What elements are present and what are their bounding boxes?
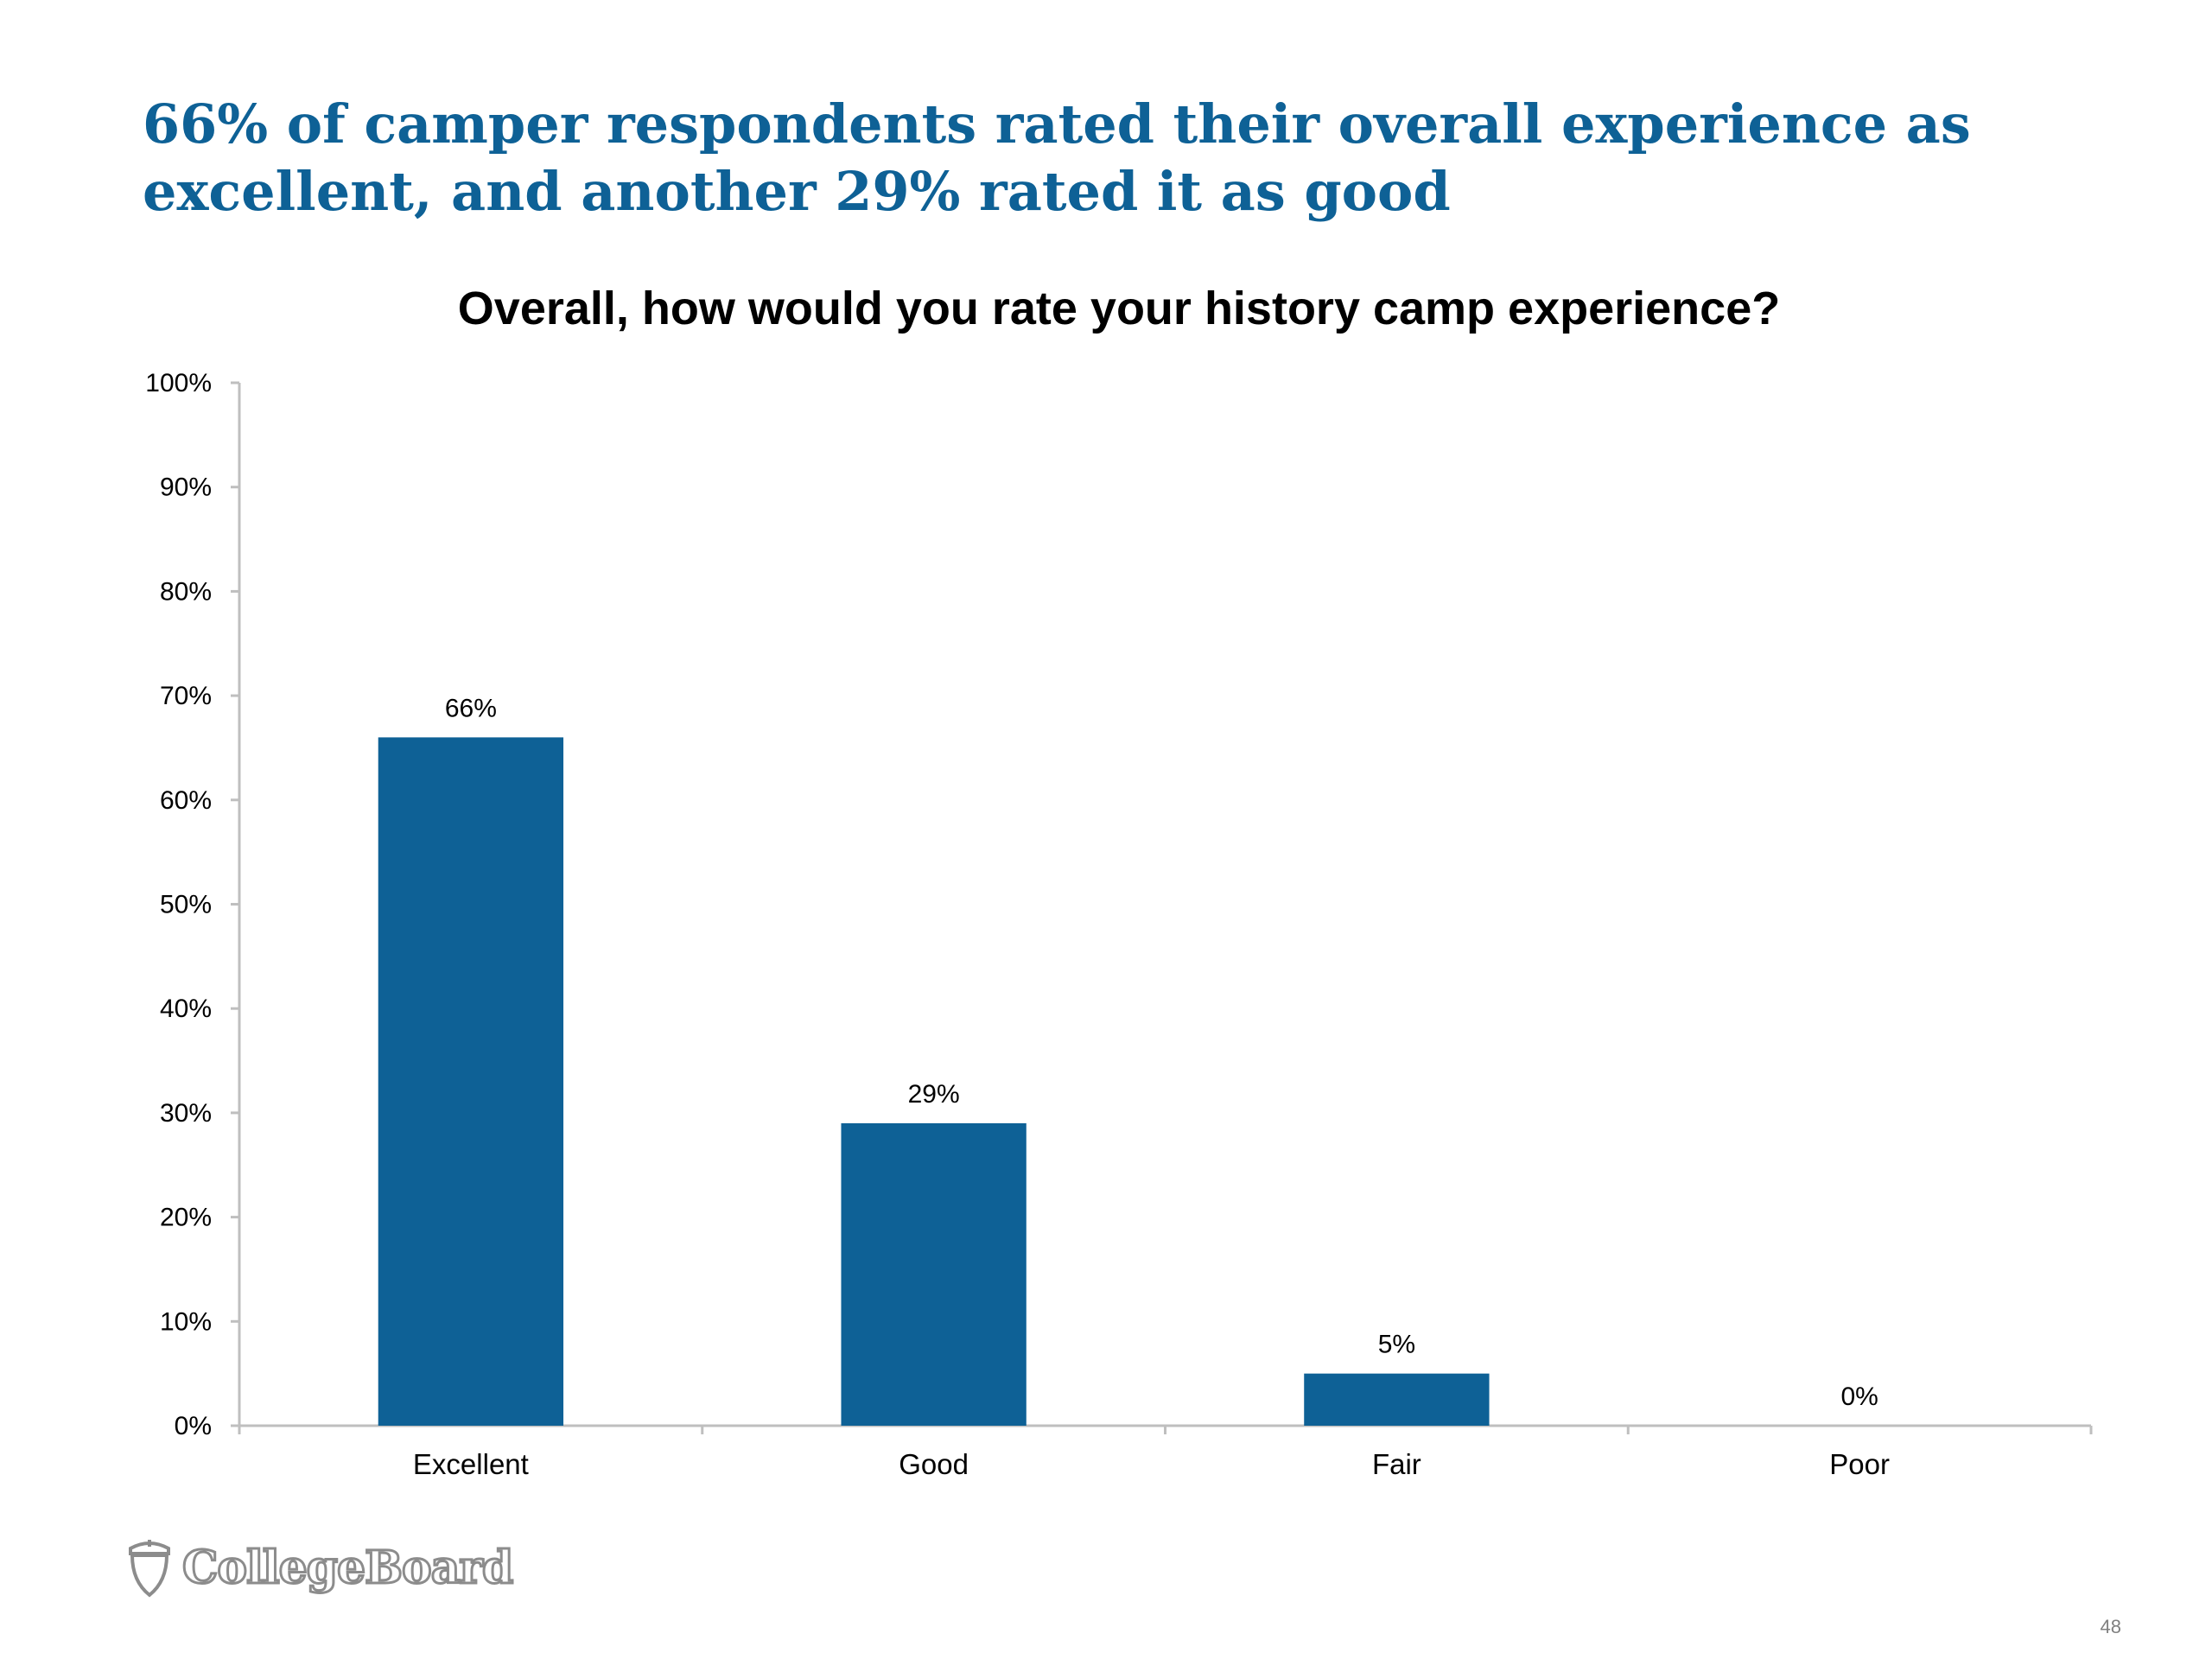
bar-fair <box>1304 1373 1490 1426</box>
y-tick-label: 20% <box>160 1204 212 1232</box>
chart-bars <box>378 737 1490 1426</box>
y-tick-label: 90% <box>160 474 212 502</box>
data-label: 0% <box>1840 1382 1878 1411</box>
x-category-label: Fair <box>1372 1448 1421 1480</box>
x-category-label: Poor <box>1829 1448 1890 1480</box>
chart-title: Overall, how would you rate your history… <box>458 283 1780 334</box>
data-label: 29% <box>908 1080 960 1109</box>
y-tick-label: 30% <box>160 1099 212 1128</box>
data-label: 5% <box>1378 1331 1415 1359</box>
x-category-label: Good <box>899 1448 969 1480</box>
y-tick-label: 50% <box>160 891 212 919</box>
chart-axes: 0% 10% 20% 30% 40% 50% 60% 70% 80% 90% 100% <box>145 369 2093 1440</box>
y-tick-label: 70% <box>160 682 212 710</box>
slide-title: 66% of camper respondents rated their ov… <box>143 92 1971 223</box>
y-tick-label: 80% <box>160 577 212 606</box>
bar-excellent <box>378 737 564 1426</box>
page-number: 48 <box>2100 1616 2121 1637</box>
y-tick-label: 10% <box>160 1307 212 1336</box>
x-category-label: Excellent <box>413 1448 529 1480</box>
chart-labels: 66% Excellent 29% Good 5% Fair 0% Poor <box>413 694 1890 1480</box>
y-tick-label: 0% <box>175 1412 212 1440</box>
y-tick-label: 40% <box>160 995 212 1023</box>
bar-good <box>841 1122 1027 1426</box>
acorn-icon <box>129 1540 170 1598</box>
logo-text: CollegeBoard <box>181 1540 514 1595</box>
y-tick-label: 60% <box>160 786 212 815</box>
collegeboard-logo: CollegeBoard <box>125 1536 515 1599</box>
y-tick-label: 100% <box>145 369 212 397</box>
data-label: 66% <box>445 694 497 722</box>
